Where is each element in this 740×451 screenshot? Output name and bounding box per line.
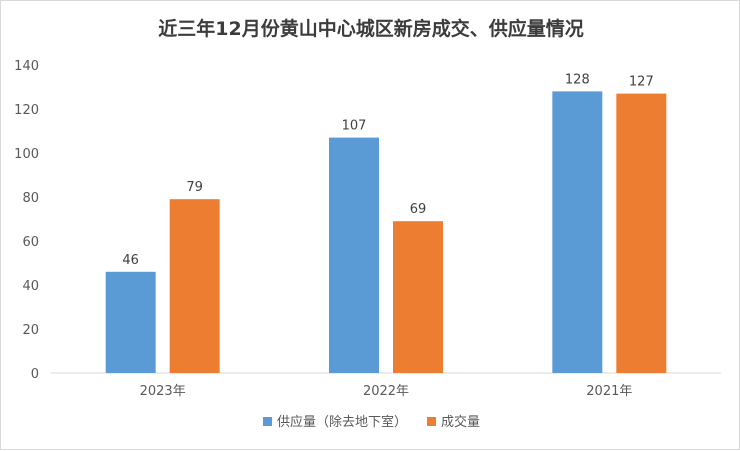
data-label: 69 [410, 202, 427, 217]
data-label: 128 [565, 72, 590, 87]
legend-swatch [263, 417, 272, 426]
x-tick-label: 2023年 [140, 384, 186, 399]
legend-label: 供应量（除去地下室） [277, 414, 407, 430]
x-tick-label: 2022年 [363, 384, 409, 399]
bar-deal-1 [393, 221, 443, 373]
y-tick-label: 40 [22, 279, 39, 294]
bar-supply-2 [552, 91, 603, 374]
data-label: 46 [122, 253, 139, 268]
legend: 供应量（除去地下室） 成交量 [263, 414, 480, 430]
legend-label: 成交量 [441, 414, 480, 430]
chart-title: 近三年12月份黄山中心城区新房成交、供应量情况 [158, 17, 583, 40]
data-label: 107 [342, 119, 367, 134]
x-tick-label: 2021年 [586, 384, 632, 399]
y-tick-label: 120 [14, 103, 39, 118]
y-tick-label: 60 [22, 235, 39, 250]
bars [105, 91, 667, 374]
bar-supply-0 [105, 271, 156, 373]
data-labels: 46 79 107 69 128 127 [122, 72, 653, 267]
bar-deal-2 [616, 93, 667, 373]
bar-supply-1 [329, 137, 379, 373]
y-tick-label: 140 [14, 59, 39, 74]
y-axis: 0 20 40 60 80 100 120 140 [14, 59, 39, 382]
x-axis: 2023年 2022年 2021年 [51, 372, 721, 399]
legend-swatch [427, 417, 436, 426]
data-label: 127 [629, 75, 654, 90]
data-label: 79 [186, 180, 203, 195]
bar-deal-0 [169, 199, 220, 373]
y-tick-label: 20 [22, 323, 39, 338]
y-tick-label: 100 [14, 147, 39, 162]
y-tick-label: 0 [31, 367, 39, 382]
y-tick-label: 80 [22, 191, 39, 206]
